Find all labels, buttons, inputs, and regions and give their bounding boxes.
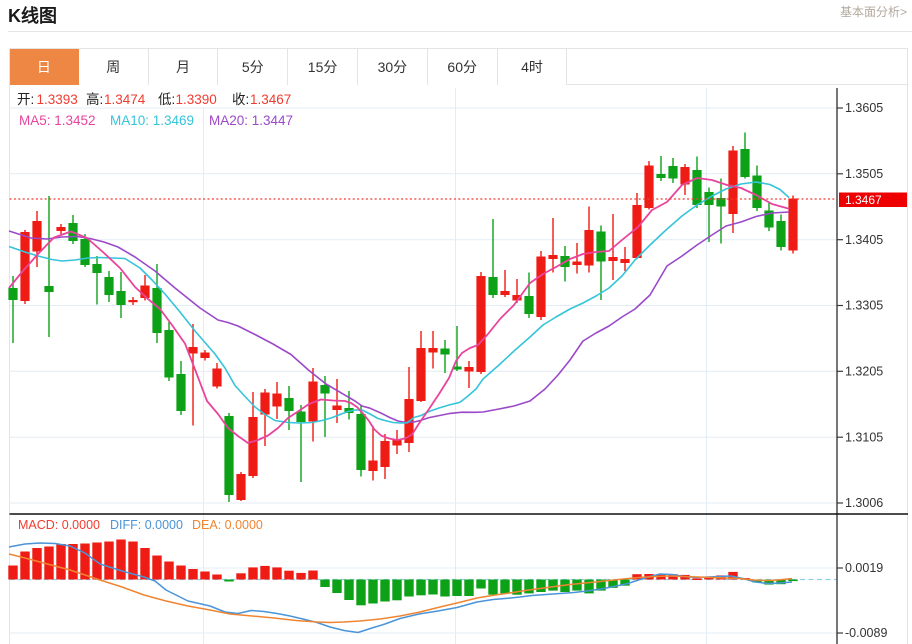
svg-text:1.3605: 1.3605 (845, 101, 883, 115)
svg-text:1.3505: 1.3505 (845, 167, 883, 181)
svg-text:-0.0089: -0.0089 (845, 626, 887, 640)
svg-text:1.3105: 1.3105 (845, 430, 883, 444)
svg-text:1.3205: 1.3205 (845, 365, 883, 379)
svg-text:1.3405: 1.3405 (845, 233, 883, 247)
svg-text:1.3467: 1.3467 (845, 193, 882, 207)
svg-text:1.3006: 1.3006 (845, 496, 883, 510)
svg-text:1.3305: 1.3305 (845, 299, 883, 313)
svg-text:0.0019: 0.0019 (845, 561, 883, 575)
